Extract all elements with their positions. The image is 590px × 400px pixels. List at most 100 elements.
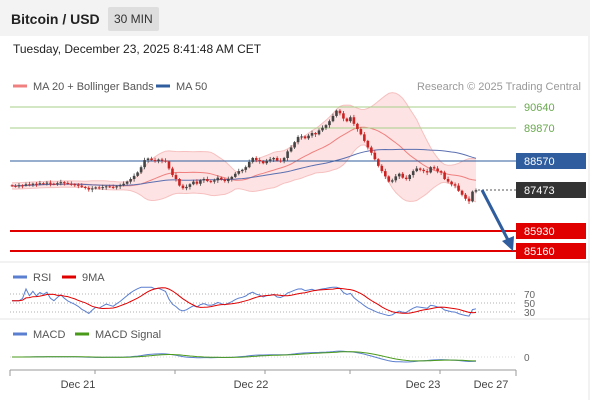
candle-body (436, 168, 439, 172)
candle-body (38, 183, 42, 185)
candle-body (227, 179, 230, 182)
candle-body (247, 161, 251, 168)
candle-body (125, 181, 129, 184)
candle-body (188, 184, 192, 187)
support-2-tag (516, 243, 586, 259)
candle-body (45, 182, 49, 184)
candle-body (104, 186, 108, 188)
candle-body (153, 160, 157, 162)
candle-body (28, 184, 31, 186)
rsi-level-30-label: 30 (524, 308, 536, 319)
candle-body (59, 182, 63, 184)
candle-body (240, 169, 244, 172)
candle-body (289, 147, 293, 152)
candle-body (87, 187, 91, 190)
candle-body (17, 185, 21, 187)
candle-body (111, 186, 115, 188)
candle-body (251, 157, 255, 162)
candle-body (178, 179, 181, 186)
candle-body (195, 181, 199, 184)
candle-body (150, 158, 153, 161)
main-legend: MA 20 + Bollinger Bands MA 50 Research ©… (13, 81, 581, 93)
x-tick-label-dec22: Dec 22 (234, 379, 269, 391)
candle-body (342, 113, 345, 119)
candle-body (394, 176, 398, 181)
candle-body (352, 117, 356, 124)
candle-body (324, 125, 328, 128)
candle-body (335, 110, 338, 116)
candle-body (115, 186, 118, 188)
candle-body (42, 183, 45, 185)
bollinger-legend-label: MA 20 + Bollinger Bands (33, 81, 154, 93)
candle-body (314, 133, 317, 135)
candle-body (387, 176, 391, 182)
candle-body (359, 129, 363, 135)
support-1-tag (516, 223, 586, 239)
candle-body (261, 161, 265, 164)
candle-body (223, 179, 227, 182)
candle-body (460, 190, 464, 195)
timeframe-button[interactable]: 30 MIN (108, 7, 159, 31)
candle-body (143, 160, 146, 168)
candle-body (254, 157, 258, 161)
candle-body (310, 133, 314, 136)
forecast-arrow-head (502, 236, 514, 251)
candle-body (349, 117, 352, 122)
candle-body (220, 177, 223, 180)
timestamp: Tuesday, December 23, 2025 8:41:48 AM CE… (13, 42, 262, 56)
candle-body (411, 171, 415, 176)
candle-body (171, 168, 174, 176)
candle-body (464, 194, 467, 199)
candle-body (213, 180, 216, 182)
rsi-panel: RSI 9MA 70 50 30 (10, 272, 536, 319)
candle-body (146, 158, 150, 161)
candle-body (338, 110, 342, 114)
candle-body (66, 182, 70, 184)
candle-body (181, 185, 185, 189)
x-axis: Dec 21 Dec 22 Dec 23 Dec 27 (9, 369, 517, 391)
current-price-tag (516, 182, 586, 198)
forecast-arrow (480, 189, 514, 251)
candle-body (199, 180, 202, 184)
rsi-line (12, 286, 477, 317)
pivot-label: 88570 (524, 156, 555, 168)
candle-body (380, 165, 384, 172)
candle-body (63, 182, 66, 184)
candle-body (317, 130, 321, 135)
candle-body (408, 175, 412, 179)
x-tick-label-dec21: Dec 21 (61, 379, 96, 391)
research-credit: Research © 2025 Trading Central (417, 81, 581, 93)
candle-body (14, 185, 17, 187)
candle-body (90, 188, 94, 190)
candle-body (272, 157, 275, 160)
candle-body (303, 136, 307, 139)
rsi-ma-line (12, 287, 477, 314)
candle-body (383, 171, 387, 177)
x-tick-label-dec23: Dec 23 (406, 379, 441, 391)
candle-body (97, 187, 101, 189)
macd-signal-line (12, 351, 476, 362)
candle-body (471, 191, 474, 202)
candle-body (366, 140, 370, 148)
candle-body (216, 177, 220, 181)
candle-body (202, 179, 206, 181)
candle-body (31, 183, 35, 185)
candle-body (370, 147, 373, 153)
candle-body (56, 183, 59, 185)
candle-body (321, 127, 324, 131)
x-tick-label-dec27: Dec 27 (474, 379, 509, 391)
level-tags: 90640 89870 88570 87473 85930 85160 (516, 102, 586, 259)
candle-body (439, 171, 443, 173)
candle-body (404, 177, 408, 179)
macd-legend-label: MACD (33, 329, 65, 341)
candle-body (296, 136, 300, 143)
candle-body (101, 187, 105, 189)
candle-body (457, 185, 460, 191)
candle-body (167, 161, 171, 169)
candlestick-series (10, 108, 478, 204)
candle-body (76, 184, 80, 186)
candle-body (397, 173, 401, 177)
candle-body (282, 157, 286, 162)
candle-body (275, 157, 279, 161)
